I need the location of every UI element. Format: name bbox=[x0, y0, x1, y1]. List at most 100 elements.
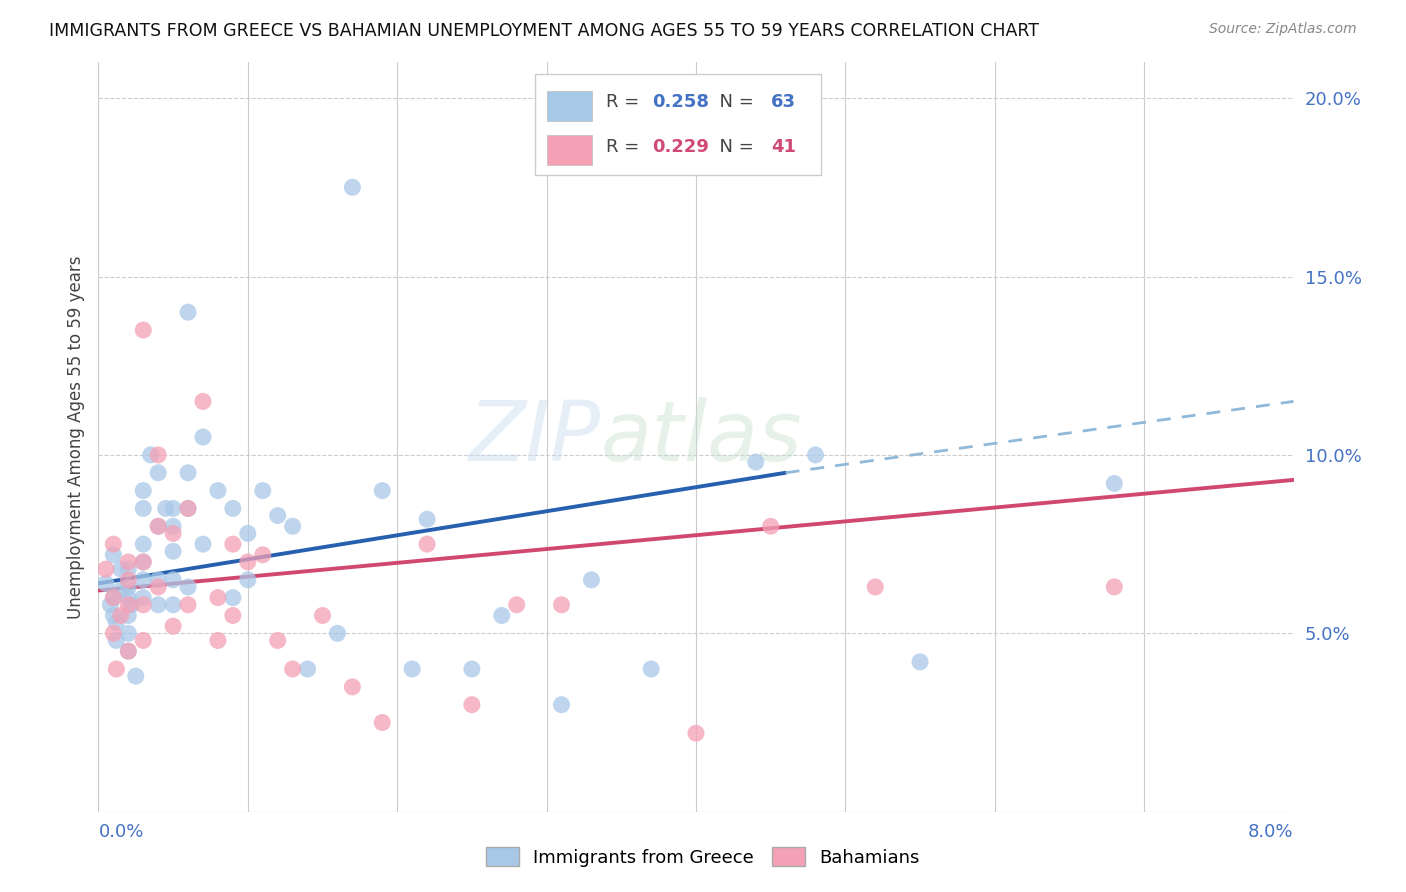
Point bbox=[110, 562, 132, 576]
Point bbox=[103, 591, 125, 605]
Point bbox=[297, 662, 319, 676]
Point bbox=[401, 662, 423, 676]
Point bbox=[132, 483, 155, 498]
Point bbox=[207, 633, 229, 648]
Point bbox=[326, 626, 349, 640]
Text: 8.0%: 8.0% bbox=[1249, 823, 1294, 841]
Point bbox=[581, 573, 603, 587]
Point bbox=[148, 598, 170, 612]
Point bbox=[110, 608, 132, 623]
Text: N =: N = bbox=[709, 93, 759, 111]
Point bbox=[222, 591, 245, 605]
Point bbox=[103, 591, 125, 605]
Point bbox=[162, 501, 184, 516]
Point bbox=[162, 619, 184, 633]
Point bbox=[117, 580, 139, 594]
Point bbox=[1104, 476, 1126, 491]
Point bbox=[94, 576, 117, 591]
FancyBboxPatch shape bbox=[534, 74, 821, 175]
Point bbox=[252, 483, 274, 498]
Point bbox=[342, 680, 364, 694]
Point bbox=[267, 508, 290, 523]
Point bbox=[132, 501, 155, 516]
Point bbox=[685, 726, 707, 740]
Point bbox=[162, 544, 184, 558]
Text: 63: 63 bbox=[772, 93, 796, 111]
Point bbox=[103, 626, 125, 640]
Point bbox=[132, 555, 155, 569]
Point bbox=[236, 573, 259, 587]
Point bbox=[207, 591, 229, 605]
Point bbox=[162, 519, 184, 533]
Point bbox=[1104, 580, 1126, 594]
Point bbox=[371, 715, 394, 730]
Point bbox=[132, 573, 155, 587]
Point bbox=[105, 662, 128, 676]
Point bbox=[117, 573, 139, 587]
Point bbox=[461, 662, 484, 676]
Point bbox=[117, 626, 139, 640]
Point bbox=[281, 519, 304, 533]
Point bbox=[207, 483, 229, 498]
Point bbox=[191, 394, 214, 409]
Point bbox=[117, 562, 139, 576]
Y-axis label: Unemployment Among Ages 55 to 59 years: Unemployment Among Ages 55 to 59 years bbox=[66, 255, 84, 619]
Point bbox=[120, 598, 142, 612]
Point bbox=[148, 519, 170, 533]
Point bbox=[110, 583, 132, 598]
Text: atlas: atlas bbox=[600, 397, 801, 477]
Point bbox=[745, 455, 768, 469]
Point bbox=[342, 180, 364, 194]
Text: 0.229: 0.229 bbox=[652, 137, 709, 155]
Point bbox=[865, 580, 887, 594]
Point bbox=[267, 633, 290, 648]
Point bbox=[491, 608, 513, 623]
Text: 0.258: 0.258 bbox=[652, 93, 709, 111]
Point bbox=[371, 483, 394, 498]
Point bbox=[117, 598, 139, 612]
Point bbox=[148, 466, 170, 480]
Point bbox=[177, 501, 200, 516]
Point bbox=[132, 323, 155, 337]
Text: R =: R = bbox=[606, 137, 645, 155]
Point bbox=[162, 526, 184, 541]
Point bbox=[117, 555, 139, 569]
Point bbox=[132, 555, 155, 569]
Point bbox=[117, 644, 139, 658]
Point bbox=[177, 466, 200, 480]
Point bbox=[281, 662, 304, 676]
Point bbox=[117, 644, 139, 658]
Point bbox=[103, 608, 125, 623]
Point bbox=[236, 526, 259, 541]
Point bbox=[759, 519, 782, 533]
Point bbox=[103, 548, 125, 562]
Point bbox=[416, 512, 439, 526]
Point bbox=[640, 662, 662, 676]
Point bbox=[191, 537, 214, 551]
Point bbox=[177, 305, 200, 319]
Point bbox=[98, 598, 122, 612]
Point bbox=[155, 501, 177, 516]
Point bbox=[105, 615, 128, 630]
FancyBboxPatch shape bbox=[547, 91, 592, 120]
Legend: Immigrants from Greece, Bahamians: Immigrants from Greece, Bahamians bbox=[479, 840, 927, 874]
Point bbox=[117, 608, 139, 623]
Point bbox=[550, 698, 572, 712]
Point bbox=[148, 448, 170, 462]
Point bbox=[105, 633, 128, 648]
Point bbox=[191, 430, 214, 444]
Point bbox=[416, 537, 439, 551]
Point bbox=[177, 501, 200, 516]
Point bbox=[222, 537, 245, 551]
Point bbox=[132, 537, 155, 551]
Point bbox=[132, 591, 155, 605]
Point bbox=[148, 580, 170, 594]
Point bbox=[162, 598, 184, 612]
Text: N =: N = bbox=[709, 137, 759, 155]
Point bbox=[117, 591, 139, 605]
Text: Source: ZipAtlas.com: Source: ZipAtlas.com bbox=[1209, 22, 1357, 37]
FancyBboxPatch shape bbox=[547, 136, 592, 165]
Point bbox=[222, 608, 245, 623]
Point bbox=[550, 598, 572, 612]
Point bbox=[177, 580, 200, 594]
